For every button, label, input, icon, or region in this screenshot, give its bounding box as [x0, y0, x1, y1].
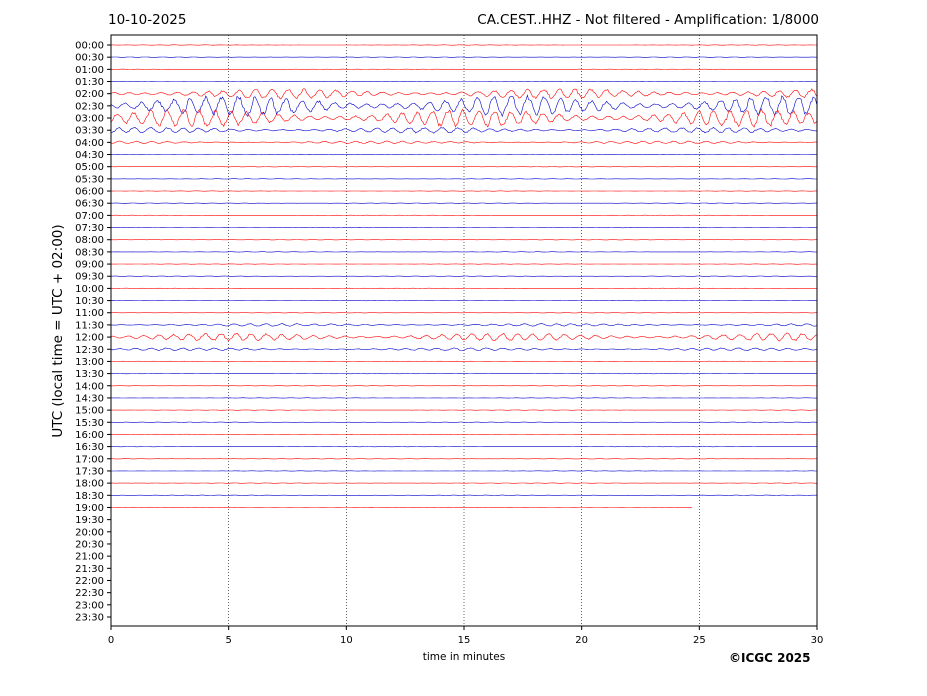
y-tick-label: 00:00	[75, 41, 104, 52]
y-tick-label: 23:00	[75, 600, 104, 611]
trace-0300	[110, 107, 817, 128]
y-tick-label: 17:30	[75, 466, 104, 477]
y-tick-label: 22:30	[75, 588, 104, 599]
y-tick-label: 09:30	[75, 272, 104, 283]
trace-1100	[111, 312, 817, 314]
x-tick-label: 0	[108, 635, 114, 646]
y-tick-label: 08:30	[75, 247, 104, 258]
y-tick-label: 05:30	[75, 174, 104, 185]
trace-1430	[111, 397, 817, 399]
y-tick-label: 19:00	[75, 503, 104, 514]
y-tick-label: 12:30	[75, 345, 104, 356]
trace-0900	[111, 263, 817, 265]
y-tick-label: 10:30	[75, 296, 104, 307]
copyright-notice: ©ICGC 2025	[729, 651, 811, 665]
y-tick-label: 11:30	[75, 320, 104, 331]
y-tick-label: 18:30	[75, 491, 104, 502]
y-tick-label: 17:00	[75, 454, 104, 465]
y-tick-label: 16:00	[75, 430, 104, 441]
y-tick-label: 23:30	[75, 612, 104, 623]
y-tick-label: 14:30	[75, 393, 104, 404]
y-tick-label: 01:00	[75, 65, 104, 76]
x-tick-label: 20	[575, 635, 588, 646]
trace-0330	[110, 126, 817, 134]
y-tick-label: 11:00	[75, 308, 104, 319]
plot-title: CA.CEST..HHZ - Not filtered - Amplificat…	[477, 12, 819, 28]
trace-0400	[110, 140, 817, 145]
y-tick-label: 21:30	[75, 564, 104, 575]
y-tick-label: 01:30	[75, 77, 104, 88]
y-tick-label: 07:00	[75, 211, 104, 222]
y-tick-label: 19:30	[75, 515, 104, 526]
trace-1400	[111, 385, 817, 387]
x-tick-label: 15	[458, 635, 471, 646]
trace-0200	[110, 88, 817, 100]
y-tick-label: 08:00	[75, 235, 104, 246]
trace-0800	[110, 239, 817, 241]
y-tick-label: 05:00	[75, 162, 104, 173]
plot-frame	[110, 34, 818, 627]
trace-1600	[111, 433, 817, 436]
x-axis-label: time in minutes	[422, 651, 506, 663]
trace-1200	[110, 332, 817, 342]
y-tick-label: 03:00	[75, 114, 104, 125]
trace-0030	[111, 56, 817, 58]
y-tick-label: 07:30	[75, 223, 104, 234]
y-tick-label: 21:00	[75, 552, 104, 563]
y-tick-label: 06:00	[75, 187, 104, 198]
grid-lines	[228, 35, 700, 626]
y-tick-label: 13:00	[75, 357, 104, 368]
x-tick-label: 25	[693, 635, 706, 646]
y-tick-label: 22:00	[75, 576, 104, 587]
y-tick-label: 15:30	[75, 418, 104, 429]
trace-1230	[110, 347, 817, 352]
y-tick-label: 03:30	[75, 126, 104, 137]
y-tick-label: 20:00	[75, 527, 104, 538]
y-tick-label: 13:30	[75, 369, 104, 380]
x-tick-label: 30	[811, 635, 824, 646]
trace-0930	[111, 275, 817, 277]
trace-1130	[110, 323, 817, 327]
trace-0730	[110, 226, 817, 229]
y-tick-label: 04:00	[75, 138, 104, 149]
trace-0100	[110, 68, 817, 70]
x-tick-label: 5	[225, 635, 231, 646]
x-axis-ticks: 0 5 10 15 20 25 30	[108, 626, 824, 646]
plot-date: 10-10-2025	[108, 12, 187, 28]
seismic-traces	[110, 44, 817, 509]
y-tick-label: 00:30	[75, 53, 104, 64]
y-tick-label: 06:30	[75, 199, 104, 210]
y-tick-label: 02:30	[75, 101, 104, 112]
y-tick-label: 18:00	[75, 479, 104, 490]
y-tick-label: 14:00	[75, 381, 104, 392]
trace-1300	[111, 360, 817, 363]
y-tick-label: 12:00	[75, 333, 104, 344]
trace-0230	[110, 94, 817, 118]
trace-1530	[111, 421, 817, 423]
y-tick-label: 04:30	[75, 150, 104, 161]
y-tick-label: 09:00	[75, 260, 104, 271]
y-tick-label: 15:00	[75, 406, 104, 417]
y-tick-label: 02:00	[75, 89, 104, 100]
trace-0430	[111, 153, 817, 156]
x-tick-label: 10	[340, 635, 353, 646]
trace-1730	[111, 470, 817, 472]
y-tick-label: 10:00	[75, 284, 104, 295]
y-tick-label: 16:30	[75, 442, 104, 453]
trace-1900	[111, 506, 692, 509]
y-tick-label: 20:30	[75, 539, 104, 550]
trace-1030	[111, 299, 817, 302]
trace-0600	[111, 190, 817, 192]
